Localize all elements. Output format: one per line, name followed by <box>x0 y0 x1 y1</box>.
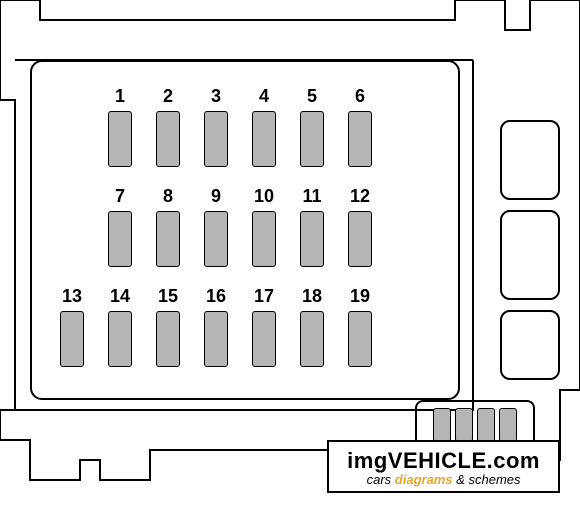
small-fuse-slot <box>455 408 473 442</box>
side-connector-3 <box>500 310 560 380</box>
fuse-16: 16 <box>204 286 228 367</box>
fuse-slot <box>300 311 324 367</box>
fuse-13: 13 <box>60 286 84 367</box>
fuse-15: 15 <box>156 286 180 367</box>
fuse-slot <box>300 211 324 267</box>
fuse-row-1: 1 2 3 4 5 6 <box>108 86 372 167</box>
fuse-label: 11 <box>302 186 321 207</box>
fuse-label: 10 <box>254 186 274 207</box>
fuse-slot <box>204 111 228 167</box>
fuse-label: 1 <box>115 86 125 107</box>
fuse-label: 2 <box>163 86 173 107</box>
fuse-18: 18 <box>300 286 324 367</box>
fuse-slot <box>204 311 228 367</box>
fuse-11: 11 <box>300 186 324 267</box>
fuse-label: 3 <box>211 86 221 107</box>
fuse-slot <box>156 111 180 167</box>
fuse-row-3: 13 14 15 16 17 18 <box>60 286 372 367</box>
fuse-slot <box>156 211 180 267</box>
fuse-slot <box>108 211 132 267</box>
fuse-label: 7 <box>115 186 125 207</box>
watermark-sub-highlight: diagrams <box>395 472 453 487</box>
fuse-label: 17 <box>254 286 274 307</box>
fuse-19: 19 <box>348 286 372 367</box>
fuse-slot <box>60 311 84 367</box>
fuse-diagram: 1 2 3 4 5 6 <box>0 0 580 508</box>
fuse-17: 17 <box>252 286 276 367</box>
fuse-4: 4 <box>252 86 276 167</box>
main-fuse-panel: 1 2 3 4 5 6 <box>30 60 460 400</box>
fuse-6: 6 <box>348 86 372 167</box>
fuse-label: 18 <box>302 286 322 307</box>
watermark-brand: VEHICLE <box>388 448 487 473</box>
fuse-slot <box>108 311 132 367</box>
fuse-label: 5 <box>307 86 317 107</box>
fuse-label: 16 <box>206 286 226 307</box>
fuse-slot <box>348 111 372 167</box>
watermark-title: imgVEHICLE.com <box>347 448 540 474</box>
fuse-label: 9 <box>211 186 221 207</box>
fuse-label: 4 <box>259 86 269 107</box>
fuse-label: 13 <box>62 286 82 307</box>
fuse-14: 14 <box>108 286 132 367</box>
fuse-10: 10 <box>252 186 276 267</box>
side-connector-2 <box>500 210 560 300</box>
fuse-slot <box>252 211 276 267</box>
fuse-slot <box>108 111 132 167</box>
fuse-12: 12 <box>348 186 372 267</box>
fuse-slot <box>156 311 180 367</box>
fuse-label: 6 <box>355 86 365 107</box>
fuse-1: 1 <box>108 86 132 167</box>
small-fuse-slot <box>433 408 451 442</box>
fuse-5: 5 <box>300 86 324 167</box>
fuse-label: 12 <box>350 186 370 207</box>
fuse-3: 3 <box>204 86 228 167</box>
fuse-2: 2 <box>156 86 180 167</box>
watermark-prefix: img <box>347 448 388 473</box>
watermark-suffix: .com <box>487 448 540 473</box>
fuse-slot <box>252 111 276 167</box>
fuse-9: 9 <box>204 186 228 267</box>
fuse-slot <box>300 111 324 167</box>
fuse-label: 14 <box>110 286 130 307</box>
watermark-sub-suffix: & schemes <box>453 472 521 487</box>
fuse-label: 15 <box>158 286 178 307</box>
side-connector-1 <box>500 120 560 200</box>
fuse-row-2: 7 8 9 10 11 12 <box>108 186 372 267</box>
fuse-label: 8 <box>163 186 173 207</box>
small-fuse-slot <box>477 408 495 442</box>
small-fuse-slot <box>499 408 517 442</box>
fuse-slot <box>252 311 276 367</box>
fuse-slot <box>348 311 372 367</box>
watermark-subtitle: cars diagrams & schemes <box>347 472 540 487</box>
fuse-label: 19 <box>350 286 370 307</box>
watermark-sub-prefix: cars <box>367 472 395 487</box>
fuse-slot <box>204 211 228 267</box>
fuse-7: 7 <box>108 186 132 267</box>
fuse-slot <box>348 211 372 267</box>
watermark: imgVEHICLE.com cars diagrams & schemes <box>327 440 560 493</box>
fuse-8: 8 <box>156 186 180 267</box>
